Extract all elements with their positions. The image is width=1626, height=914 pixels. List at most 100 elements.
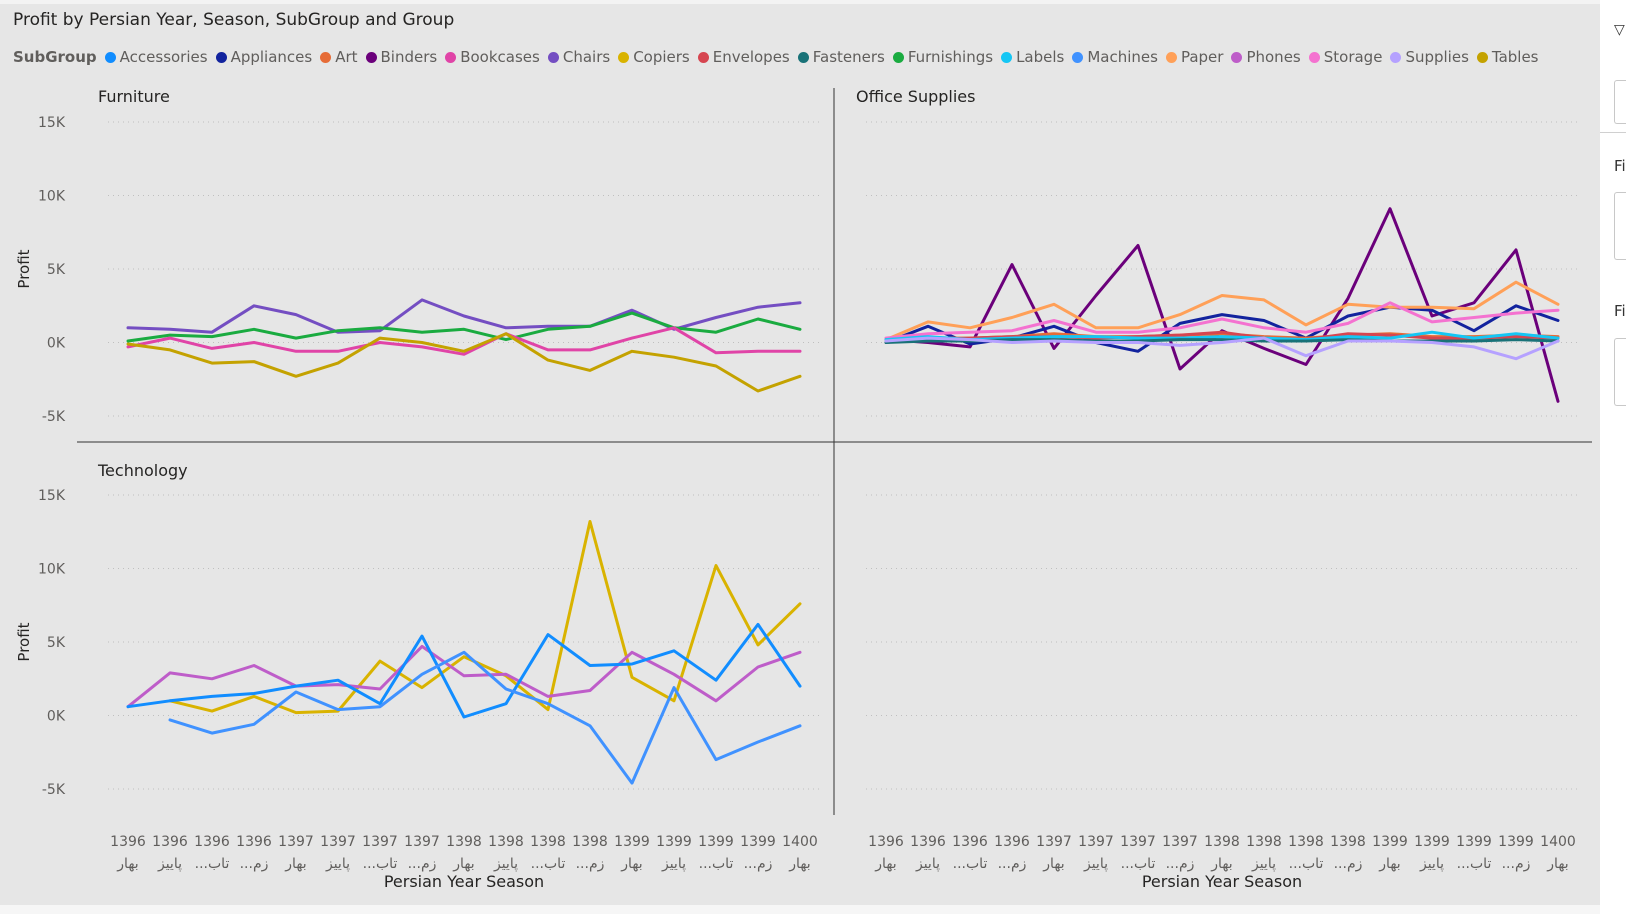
x-tick-year-label: 1397 xyxy=(362,834,398,850)
legend-dot-icon xyxy=(104,51,116,63)
series-line-phones xyxy=(126,644,802,709)
x-tick-season-label: ...زم xyxy=(998,856,1027,872)
x-tick-season-label: ...زم xyxy=(408,856,437,872)
legend-item-furnishings[interactable]: Furnishings xyxy=(892,48,993,66)
x-tick-season-label: بهار xyxy=(1378,856,1400,872)
series-line-copiers xyxy=(168,520,802,715)
legend-item-phones[interactable]: Phones xyxy=(1231,48,1301,66)
legend-label: Tables xyxy=(1491,48,1539,66)
x-tick-season-label: بهار xyxy=(788,856,810,872)
line-chart-visual: Profit by Persian Year, Season, SubGroup… xyxy=(0,0,1600,905)
x-tick-season-label: ...زم xyxy=(1166,856,1195,872)
x-tick-season-label: پاییز xyxy=(325,856,350,872)
filter-pane-divider xyxy=(1600,132,1626,133)
legend-dot-icon xyxy=(365,51,377,63)
x-tick-year-label: 1398 xyxy=(1246,834,1282,850)
x-tick-year-label: 1399 xyxy=(1498,834,1534,850)
x-tick-year-label: 1398 xyxy=(446,834,482,850)
y-axis-title: Profit xyxy=(15,249,33,288)
x-tick-year-label: 1399 xyxy=(698,834,734,850)
legend-label: Phones xyxy=(1246,48,1301,66)
legend-label: Storage xyxy=(1323,48,1383,66)
legend-dot-icon xyxy=(797,51,809,63)
x-tick-season-label: پاییز xyxy=(1419,856,1444,872)
legend-label: Paper xyxy=(1180,48,1224,66)
x-tick-year-label: 1398 xyxy=(1288,834,1324,850)
x-tick-year-label: 1397 xyxy=(404,834,440,850)
filter-card-1[interactable] xyxy=(1614,192,1626,260)
y-tick-label: 10K xyxy=(38,189,66,205)
legend-item-art[interactable]: Art xyxy=(320,48,358,66)
y-tick-label: 0K xyxy=(47,336,66,352)
filter-search-box[interactable] xyxy=(1614,80,1626,124)
x-tick-season-label: ...زم xyxy=(1502,856,1531,872)
x-tick-season-label: پاییز xyxy=(1251,856,1276,872)
x-tick-year-label: 1397 xyxy=(320,834,356,850)
x-tick-season-label: بهار xyxy=(1546,856,1568,872)
panel-title-office-supplies: Office Supplies xyxy=(856,87,975,106)
y-tick-label: 15K xyxy=(38,115,66,131)
panel-title-technology: Technology xyxy=(97,461,188,480)
x-tick-year-label: 1400 xyxy=(782,834,818,850)
legend-label: Supplies xyxy=(1405,48,1469,66)
x-tick-year-label: 1399 xyxy=(740,834,776,850)
legend-dot-icon xyxy=(1001,51,1013,63)
legend-label: Appliances xyxy=(230,48,313,66)
legend-label: Labels xyxy=(1016,48,1065,66)
legend-dot-icon xyxy=(697,51,709,63)
legend-item-bookcases[interactable]: Bookcases xyxy=(445,48,540,66)
legend-item-envelopes[interactable]: Envelopes xyxy=(697,48,790,66)
x-tick-season-label: ...زم xyxy=(1334,856,1363,872)
x-tick-season-label: ...زم xyxy=(744,856,773,872)
legend-item-machines[interactable]: Machines xyxy=(1072,48,1158,66)
funnel-icon[interactable]: ▽ xyxy=(1614,22,1625,38)
x-tick-season-label: بهار xyxy=(620,856,642,872)
legend-item-accessories[interactable]: Accessories xyxy=(104,48,208,66)
legend-item-fasteners[interactable]: Fasteners xyxy=(797,48,885,66)
x-tick-year-label: 1396 xyxy=(110,834,146,850)
y-tick-label: 0K xyxy=(47,709,66,725)
legend-item-binders[interactable]: Binders xyxy=(365,48,437,66)
series-line-machines xyxy=(168,650,802,785)
legend-dot-icon xyxy=(1390,51,1402,63)
legend-item-storage[interactable]: Storage xyxy=(1308,48,1383,66)
legend-dot-icon xyxy=(1308,51,1320,63)
y-tick-label: 10K xyxy=(38,562,66,578)
legend-label: Accessories xyxy=(119,48,208,66)
x-tick-year-label: 1397 xyxy=(1162,834,1198,850)
legend-label: Copiers xyxy=(633,48,690,66)
x-tick-season-label: ...تاب xyxy=(363,856,398,872)
legend-item-tables[interactable]: Tables xyxy=(1476,48,1539,66)
series-line-bookcases xyxy=(126,326,802,356)
filter-card-2[interactable] xyxy=(1614,338,1626,406)
legend-dot-icon xyxy=(1476,51,1488,63)
filter-label-1: Fi xyxy=(1614,157,1626,175)
filter-pane[interactable]: ▽ Fi Fi xyxy=(1600,0,1626,914)
x-tick-year-label: 1397 xyxy=(1078,834,1114,850)
x-tick-year-label: 1399 xyxy=(656,834,692,850)
x-tick-year-label: 1400 xyxy=(1540,834,1576,850)
x-tick-year-label: 1398 xyxy=(1204,834,1240,850)
y-axis-title: Profit xyxy=(15,622,33,661)
series-line-tables xyxy=(126,332,802,393)
legend-item-paper[interactable]: Paper xyxy=(1165,48,1224,66)
x-tick-season-label: ...زم xyxy=(576,856,605,872)
x-tick-season-label: ...تاب xyxy=(1121,856,1156,872)
x-tick-year-label: 1396 xyxy=(994,834,1030,850)
series-line-storage xyxy=(884,301,1560,340)
legend-title: SubGroup xyxy=(13,48,97,66)
small-multiples-chart: 15K 10K 5K 0K -5K Profit 15K 10K 5K 0K -5K Profit 13… xyxy=(15,87,1592,891)
x-tick-season-label: پاییز xyxy=(661,856,686,872)
legend-dot-icon xyxy=(1231,51,1243,63)
legend-label: Chairs xyxy=(562,48,611,66)
chart-legend: SubGroup Accessories Appliances Art Binders… xyxy=(13,46,1547,68)
legend-item-chairs[interactable]: Chairs xyxy=(547,48,611,66)
legend-item-copiers[interactable]: Copiers xyxy=(618,48,690,66)
x-tick-year-label: 1398 xyxy=(572,834,608,850)
legend-item-appliances[interactable]: Appliances xyxy=(215,48,313,66)
legend-item-supplies[interactable]: Supplies xyxy=(1390,48,1469,66)
x-axis-title: Persian Year Season xyxy=(1142,872,1302,891)
x-tick-season-label: بهار xyxy=(284,856,306,872)
x-axis-title: Persian Year Season xyxy=(384,872,544,891)
legend-item-labels[interactable]: Labels xyxy=(1001,48,1064,66)
